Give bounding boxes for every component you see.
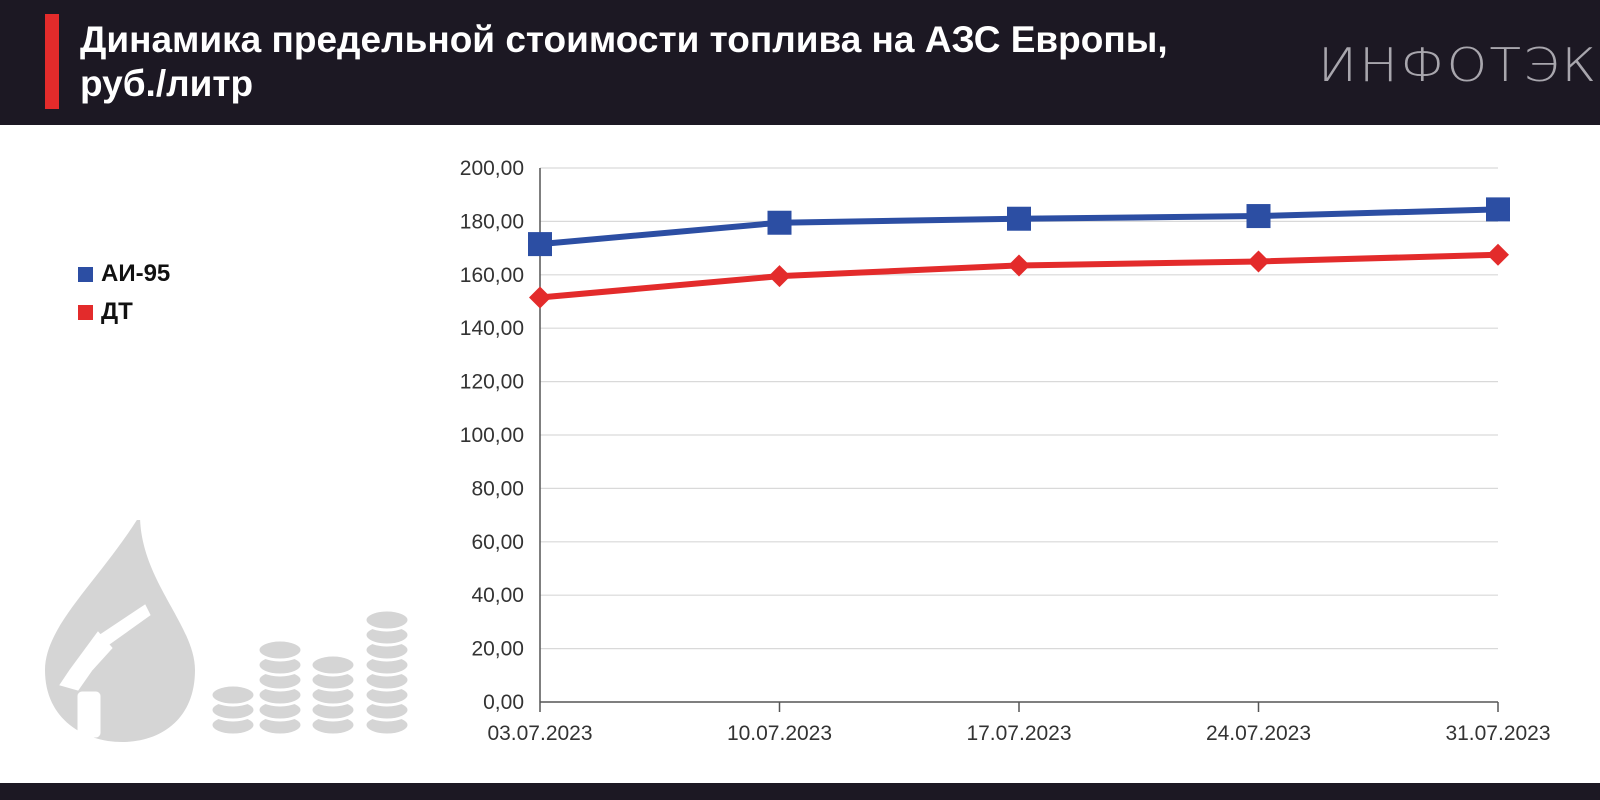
y-tick-label: 200,00 bbox=[460, 157, 524, 180]
x-tick-label: 31.07.2023 bbox=[1445, 722, 1550, 745]
y-tick-label: 0,00 bbox=[483, 691, 524, 714]
legend-swatch-ai95 bbox=[78, 266, 93, 282]
x-tick-label: 17.07.2023 bbox=[966, 722, 1071, 745]
x-tick-label: 24.07.2023 bbox=[1206, 722, 1311, 745]
data-point-dt bbox=[768, 265, 791, 288]
y-tick-label: 120,00 bbox=[460, 371, 524, 394]
data-point-dt bbox=[529, 286, 551, 309]
footer-bar bbox=[0, 783, 1600, 800]
legend-item-dt: ДТ bbox=[78, 293, 170, 331]
y-tick-label: 100,00 bbox=[460, 424, 524, 447]
data-point-ai95 bbox=[1007, 206, 1031, 231]
y-tick-label: 140,00 bbox=[460, 317, 524, 340]
y-tick-label: 40,00 bbox=[471, 584, 524, 607]
y-tick-label: 20,00 bbox=[471, 638, 524, 661]
data-point-ai95 bbox=[1486, 197, 1510, 222]
y-tick-label: 160,00 bbox=[460, 264, 524, 287]
header-bar bbox=[0, 0, 1600, 125]
data-point-dt bbox=[1247, 250, 1270, 273]
legend-swatch-dt bbox=[78, 304, 93, 320]
data-point-ai95 bbox=[767, 210, 792, 235]
fuel-illustration bbox=[45, 520, 411, 742]
legend-label-dt: ДТ bbox=[101, 298, 133, 325]
data-point-dt bbox=[1487, 243, 1509, 266]
chart-legend: АИ-95 ДТ bbox=[78, 255, 170, 331]
coin-stacks-icon bbox=[209, 608, 411, 737]
data-point-dt bbox=[1008, 254, 1030, 277]
legend-item-ai95: АИ-95 bbox=[78, 255, 170, 293]
fuel-nozzle-icon bbox=[59, 604, 151, 738]
x-tick-label: 10.07.2023 bbox=[727, 722, 832, 745]
y-tick-label: 80,00 bbox=[471, 477, 524, 500]
y-tick-label: 60,00 bbox=[471, 531, 524, 554]
legend-label-ai95: АИ-95 bbox=[101, 260, 171, 287]
page-title: Динамика предельной стоимости топлива на… bbox=[80, 19, 1168, 104]
y-tick-label: 180,00 bbox=[460, 210, 524, 233]
x-tick-label: 03.07.2023 bbox=[487, 722, 592, 745]
brand-logo: ИНФОТЭК bbox=[1318, 38, 1599, 92]
accent-bar bbox=[45, 14, 59, 109]
data-point-ai95 bbox=[528, 232, 552, 257]
data-point-ai95 bbox=[1246, 204, 1271, 229]
